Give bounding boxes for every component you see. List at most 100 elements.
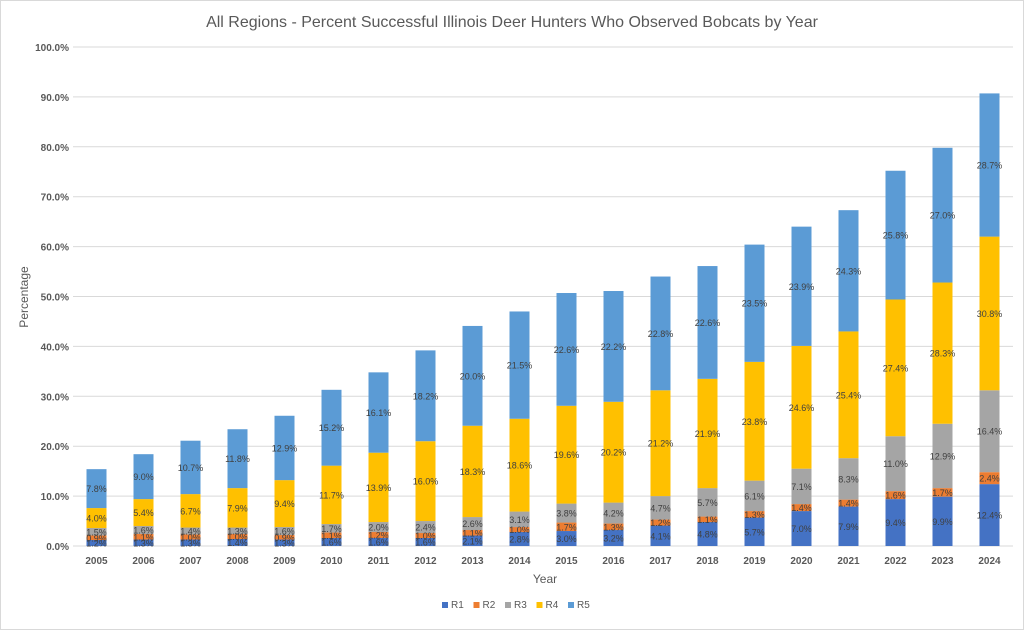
bars <box>86 93 1000 546</box>
data-label: 22.2% <box>601 342 627 352</box>
data-label: 18.2% <box>413 391 439 401</box>
bar-segment-r1-2008 <box>227 539 248 546</box>
bar-segment-r4-2019 <box>744 361 765 481</box>
bar-segment-r5-2011 <box>368 372 389 453</box>
data-label: 18.6% <box>507 461 533 471</box>
data-label: 3.0% <box>556 534 577 544</box>
bar-segment-r3-2007 <box>180 527 201 535</box>
data-label: 18.3% <box>460 467 486 477</box>
x-tick-label: 2023 <box>931 556 954 567</box>
bar-segment-r2-2013 <box>462 530 483 536</box>
bar-segment-r3-2016 <box>603 502 624 524</box>
bar-segment-r2-2023 <box>932 488 953 497</box>
bar-segment-r5-2005 <box>86 469 107 509</box>
data-label: 4.0% <box>86 514 107 524</box>
bar-segment-r5-2009 <box>274 415 295 481</box>
bar-segment-r3-2005 <box>86 528 107 536</box>
bar-segment-r5-2024 <box>979 93 1000 237</box>
data-label: 9.0% <box>133 472 154 482</box>
data-label: 12.9% <box>930 451 956 461</box>
data-label: 22.6% <box>695 318 721 328</box>
x-tick-label: 2007 <box>179 556 202 567</box>
bar-segment-r2-2015 <box>556 522 577 532</box>
data-label: 1.7% <box>932 488 953 498</box>
x-tick-label: 2011 <box>368 556 390 567</box>
data-label: 23.8% <box>742 417 768 427</box>
data-label: 2.8% <box>509 535 530 545</box>
bar-segment-r1-2016 <box>603 530 624 546</box>
data-label: 2.0% <box>368 523 389 533</box>
bar-segment-r4-2021 <box>838 331 859 459</box>
x-tick-label: 2015 <box>555 556 578 567</box>
bar-segment-r2-2010 <box>321 532 342 539</box>
data-label: 21.2% <box>648 439 674 449</box>
data-label: 7.8% <box>86 484 107 494</box>
data-label: 9.4% <box>274 499 295 509</box>
y-tick-label: 50.0% <box>41 293 69 304</box>
legend-swatch-r4 <box>536 602 543 608</box>
data-label: 1.6% <box>133 526 154 536</box>
data-label: 24.3% <box>836 266 862 276</box>
bar-segment-r4-2018 <box>697 378 718 489</box>
data-label: 1.3% <box>227 526 248 536</box>
bar-segment-r1-2024 <box>979 484 1000 546</box>
data-label: 15.2% <box>319 423 345 433</box>
bar-segment-r4-2010 <box>321 465 342 525</box>
bar-segment-r4-2011 <box>368 452 389 523</box>
bar-segment-r2-2016 <box>603 523 624 531</box>
data-label: 5.7% <box>744 527 765 537</box>
data-label: 7.1% <box>791 482 812 492</box>
data-label: 1.4% <box>838 499 859 509</box>
data-label: 16.1% <box>366 408 392 418</box>
bar-segment-r4-2020 <box>791 345 812 469</box>
data-label: 2.6% <box>462 519 483 529</box>
data-label: 1.0% <box>415 531 436 541</box>
bar-segment-r2-2008 <box>227 534 248 540</box>
x-tick-label: 2005 <box>85 556 108 567</box>
data-label: 5.4% <box>133 508 154 518</box>
data-label: 2.1% <box>462 536 483 546</box>
bar-segment-r4-2005 <box>86 508 107 529</box>
legend-label-r5: R5 <box>577 600 590 611</box>
x-tick-label: 2010 <box>320 556 343 567</box>
data-label: 1.6% <box>415 538 436 548</box>
legend: R1 R2 R3 R4 R5 <box>442 600 590 611</box>
bar-segment-r5-2016 <box>603 291 624 402</box>
y-axis-label: Percentage <box>17 266 31 328</box>
data-label: 1.6% <box>885 491 906 501</box>
data-label: 16.4% <box>977 427 1003 437</box>
data-label: 1.1% <box>697 515 718 525</box>
data-label: 7.9% <box>838 522 859 532</box>
bar-segment-r3-2013 <box>462 517 483 531</box>
bar-segment-r5-2010 <box>321 389 342 466</box>
bar-segment-r2-2014 <box>509 527 530 533</box>
bar-segment-r1-2011 <box>368 538 389 546</box>
data-label: 27.0% <box>930 211 956 221</box>
data-label: 1.3% <box>603 522 624 532</box>
bar-segment-r2-2024 <box>979 472 1000 485</box>
y-tick-label: 90.0% <box>41 93 69 104</box>
bar-segment-r4-2014 <box>509 418 530 512</box>
x-tick-label: 2006 <box>132 556 155 567</box>
bar-segment-r4-2017 <box>650 390 671 497</box>
bar-segment-r5-2006 <box>133 454 154 500</box>
data-label: 4.8% <box>697 530 718 540</box>
bar-segment-r3-2023 <box>932 423 953 489</box>
bar-segment-r3-2017 <box>650 496 671 520</box>
data-label: 1.6% <box>321 538 342 548</box>
data-label: 25.8% <box>883 231 909 241</box>
data-label: 1.6% <box>368 538 389 548</box>
bar-segment-r5-2022 <box>885 170 906 300</box>
bar-segment-r1-2010 <box>321 538 342 546</box>
data-label: 1.2% <box>650 518 671 528</box>
data-label: 1.3% <box>133 538 154 548</box>
data-label: 24.6% <box>789 403 815 413</box>
data-label: 20.0% <box>460 371 486 381</box>
legend-swatch-r3 <box>505 602 511 608</box>
bar-segment-r5-2008 <box>227 429 248 489</box>
data-label: 6.7% <box>180 506 201 516</box>
bar-segment-r1-2020 <box>791 511 812 546</box>
y-tick-label: 20.0% <box>41 442 69 453</box>
bar-segment-r5-2007 <box>180 440 201 495</box>
bar-segment-r4-2024 <box>979 236 1000 391</box>
